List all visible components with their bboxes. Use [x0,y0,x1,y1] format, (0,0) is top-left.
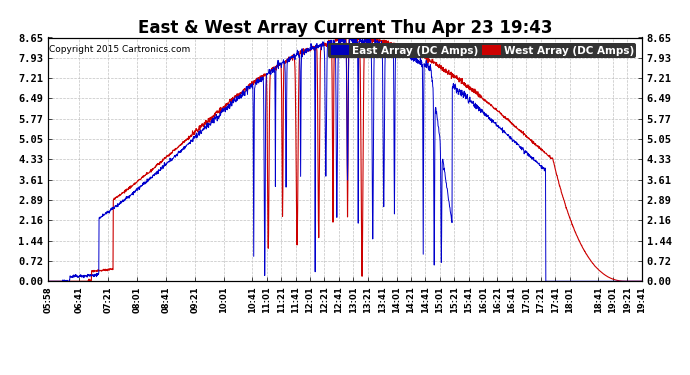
Text: Copyright 2015 Cartronics.com: Copyright 2015 Cartronics.com [49,45,190,54]
Title: East & West Array Current Thu Apr 23 19:43: East & West Array Current Thu Apr 23 19:… [138,20,552,38]
Legend: East Array (DC Amps), West Array (DC Amps): East Array (DC Amps), West Array (DC Amp… [328,43,636,58]
